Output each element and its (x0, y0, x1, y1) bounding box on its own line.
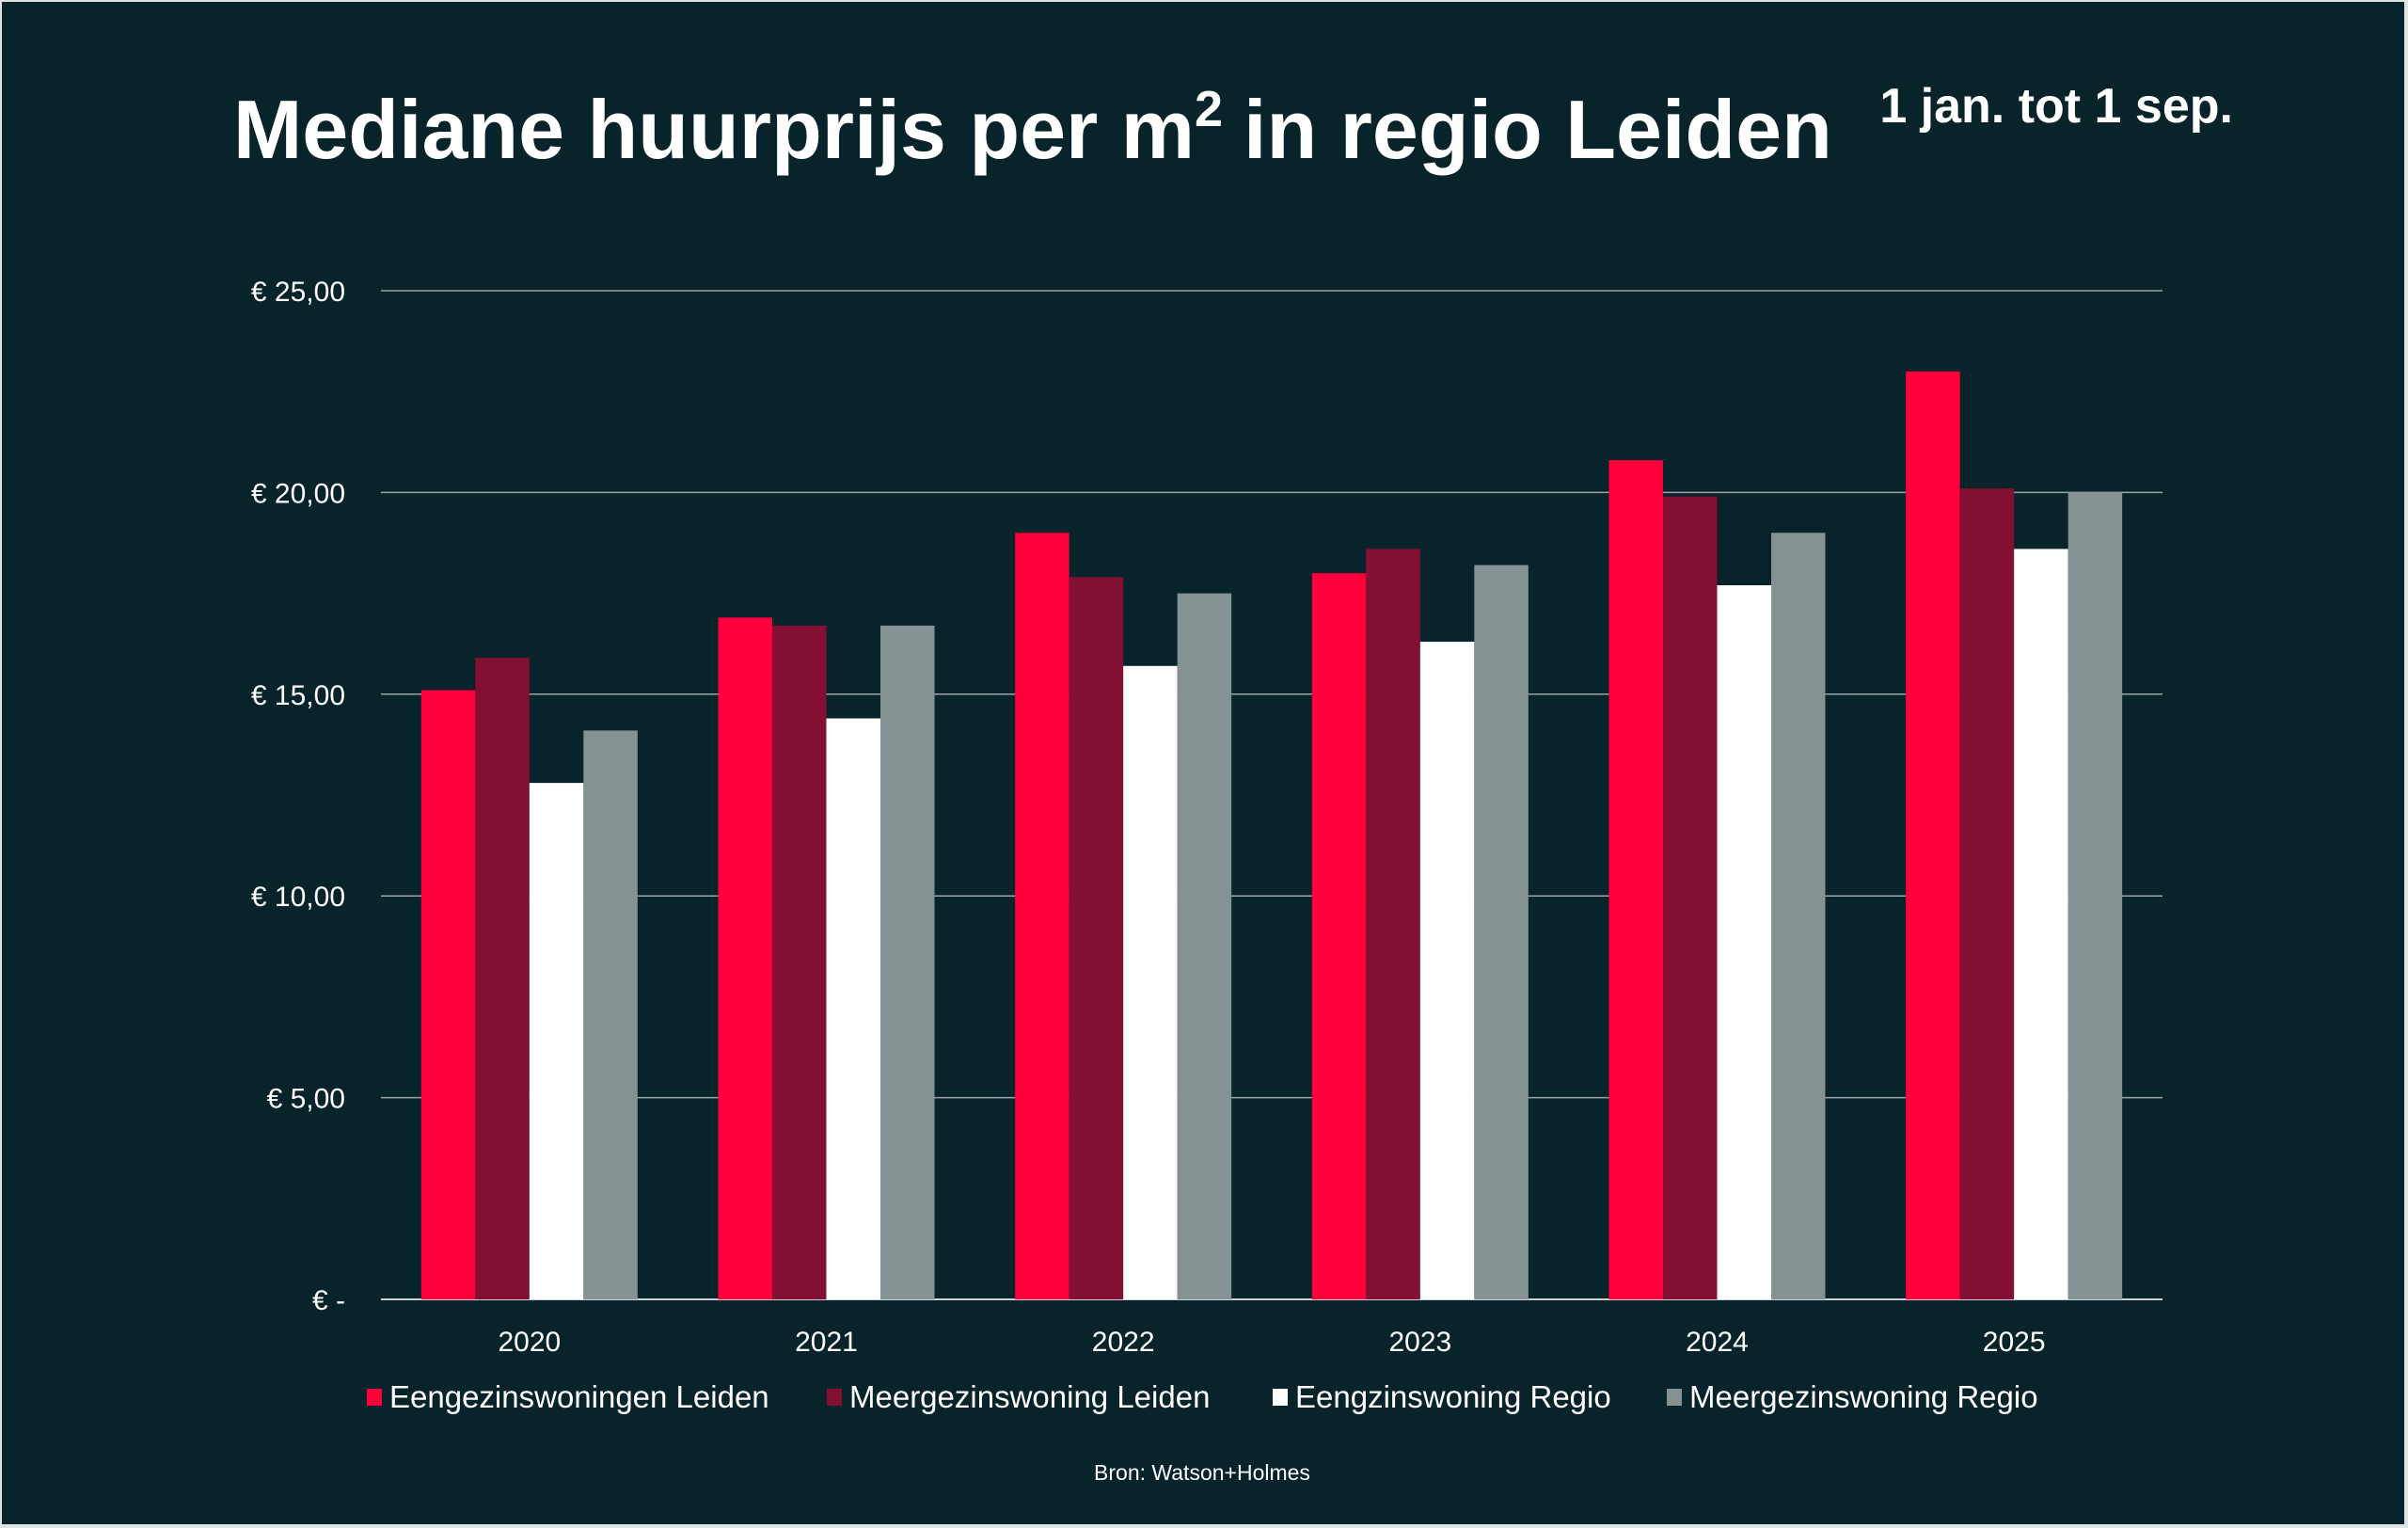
title-superscript: 2 (1195, 81, 1223, 137)
chart-subtitle: 1 jan. tot 1 sep. (1879, 79, 2233, 134)
bar-2023-3 (1474, 565, 1529, 1299)
y-tick-label: € 20,00 (251, 478, 345, 509)
x-axis-ticks: 2020 2021 2022 2023 2024 2025 (498, 1327, 2045, 1358)
x-tick-label: 2025 (1983, 1327, 2046, 1358)
legend-item: Meergezinswoning Regio (1667, 1379, 2038, 1414)
bar-2025-0 (1906, 371, 1960, 1299)
y-tick-label: € 25,00 (251, 277, 345, 308)
y-tick-label: € - (312, 1285, 345, 1316)
gridlines (381, 290, 2162, 1300)
chart-title: Mediane huurprijs per m2 in regio Leiden … (233, 79, 2233, 176)
legend-label: Eengezinswoningen Leiden (389, 1379, 769, 1414)
bar-2023-2 (1419, 642, 1475, 1299)
bar-2021-0 (718, 617, 772, 1299)
legend-item: Eengzinswoning Regio (1273, 1379, 1611, 1414)
bar-2025-1 (1959, 488, 2015, 1299)
source-note: Bron: Watson+Holmes (1094, 1460, 1310, 1485)
bar-2022-1 (1069, 577, 1124, 1299)
bar-2022-0 (1015, 533, 1069, 1299)
bar-2022-2 (1123, 665, 1178, 1299)
y-tick-label: € 10,00 (251, 882, 345, 913)
y-axis-ticks: € - € 5,00 € 10,00 € 15,00 € 20,00 € 25,00 (251, 277, 345, 1316)
legend-label: Meergezinswoning Regio (1689, 1379, 2038, 1414)
legend-label: Eengzinswoning Regio (1295, 1379, 1611, 1414)
legend-item: Eengezinswoningen Leiden (367, 1379, 769, 1414)
bar-2021-3 (880, 625, 935, 1299)
y-tick-label: € 15,00 (251, 680, 345, 711)
bar-2024-1 (1663, 496, 1718, 1299)
legend-swatch (367, 1389, 382, 1406)
bar-2020-0 (420, 690, 476, 1299)
bar-2024-3 (1771, 533, 1826, 1299)
legend-swatch (827, 1389, 842, 1406)
y-tick-label: € 5,00 (267, 1084, 345, 1115)
bar-2021-2 (826, 718, 880, 1299)
x-tick-label: 2022 (1092, 1327, 1155, 1358)
title-main: Mediane huurprijs per m (233, 83, 1195, 176)
x-tick-label: 2021 (795, 1327, 858, 1358)
bar-2023-1 (1366, 549, 1420, 1299)
legend-item: Meergezinswoning Leiden (827, 1379, 1210, 1414)
bar-2020-3 (583, 730, 638, 1299)
bar-2022-3 (1177, 593, 1232, 1299)
bar-2025-3 (2067, 492, 2123, 1299)
title-suffix: in regio Leiden (1244, 83, 1832, 176)
bar-2024-2 (1717, 585, 1771, 1299)
legend: Eengezinswoningen Leiden Meergezinswoning… (367, 1379, 2038, 1414)
legend-swatch (1273, 1389, 1288, 1406)
bar-2021-1 (772, 625, 827, 1299)
x-tick-label: 2024 (1686, 1327, 1749, 1358)
bar-2025-2 (2014, 549, 2068, 1299)
x-tick-label: 2023 (1388, 1327, 1451, 1358)
bar-2020-1 (475, 658, 530, 1299)
bar-2020-2 (529, 783, 584, 1299)
legend-swatch (1667, 1389, 1682, 1406)
bar-2023-0 (1311, 573, 1367, 1299)
bar-2024-0 (1608, 460, 1663, 1299)
x-tick-label: 2020 (498, 1327, 561, 1358)
bars (420, 371, 2123, 1299)
legend-label: Meergezinswoning Leiden (849, 1379, 1210, 1414)
